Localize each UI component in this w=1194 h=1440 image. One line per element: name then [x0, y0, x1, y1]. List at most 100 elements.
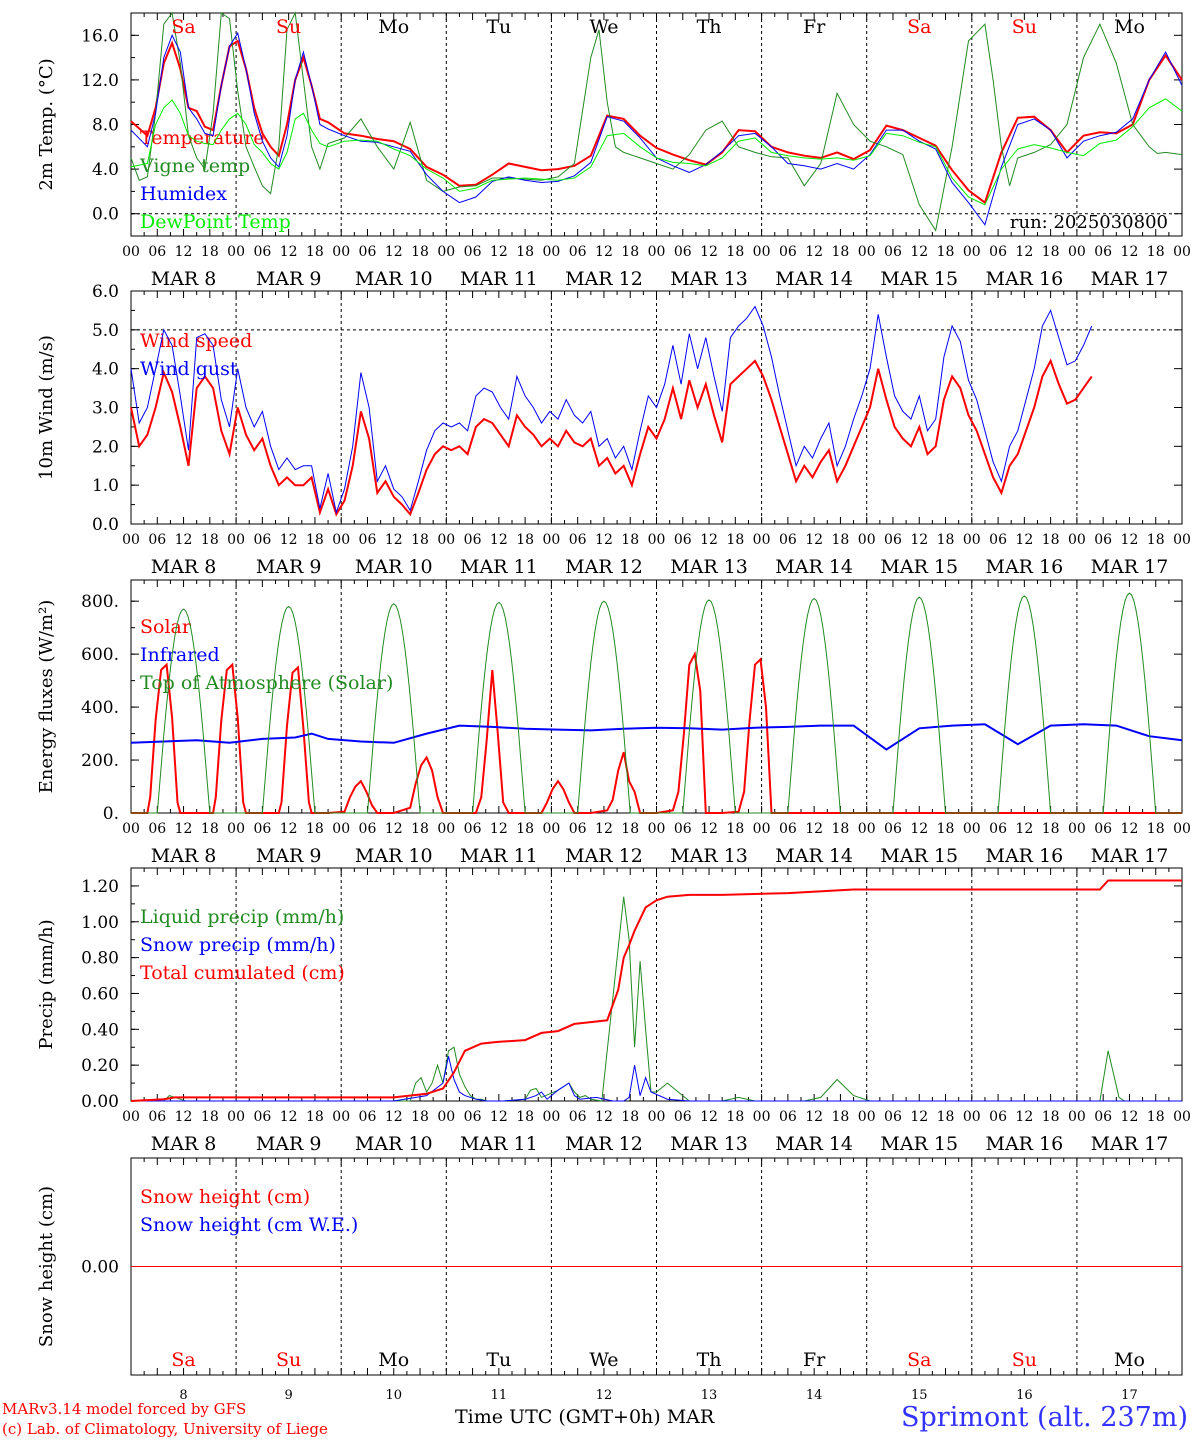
hour-tick-label: 00 [753, 532, 771, 548]
hour-tick-label: 00 [648, 821, 666, 837]
hour-tick-label: 06 [464, 1109, 482, 1125]
series-line [130, 879, 1182, 1102]
hour-tick-label: 18 [621, 1109, 639, 1125]
hour-tick-label: 18 [621, 821, 639, 837]
day-number: 14 [806, 1388, 823, 1403]
date-label: MAR 13 [670, 268, 748, 290]
y-tick-label: 0.20 [81, 1056, 119, 1076]
time-axis-label: Time UTC (GMT+0h) MAR [455, 1406, 715, 1428]
hour-tick-label: 00 [332, 244, 350, 260]
hour-tick-label: 12 [1015, 244, 1033, 260]
hour-tick-label: 18 [1147, 1109, 1165, 1125]
weekday-label-bottom: Fr [803, 1349, 826, 1371]
legend-entry: Total cumulated (cm) [140, 962, 345, 984]
hour-tick-label: 06 [779, 244, 797, 260]
y-axis-label: 10m Wind (m/s) [36, 335, 57, 480]
date-label: MAR 11 [460, 845, 538, 867]
date-label: MAR 17 [1091, 845, 1169, 867]
hour-tick-label: 18 [726, 821, 744, 837]
hour-tick-label: 18 [1147, 821, 1165, 837]
hour-tick-label: 00 [753, 1109, 771, 1125]
y-tick-label: 0.40 [81, 1020, 119, 1040]
hour-tick-label: 12 [385, 244, 403, 260]
weekday-label-bottom: Th [697, 1349, 722, 1371]
y-tick-label: 0.00 [81, 1092, 119, 1112]
hour-tick-label: 12 [175, 1109, 193, 1125]
hour-tick-label: 00 [437, 244, 455, 260]
hour-tick-label: 06 [148, 821, 166, 837]
hour-tick-label: 12 [595, 821, 613, 837]
hour-tick-label: 18 [621, 244, 639, 260]
day-number: 10 [385, 1388, 402, 1403]
hour-tick-label: 06 [359, 532, 377, 548]
series-line [130, 723, 1183, 751]
date-label: MAR 12 [565, 1133, 643, 1155]
date-label: MAR 16 [985, 845, 1063, 867]
date-label: MAR 13 [670, 556, 748, 578]
legend-entry: Snow height (cm) [140, 1186, 310, 1208]
hour-tick-label: 18 [937, 244, 955, 260]
hour-tick-label: 12 [700, 821, 718, 837]
hour-tick-label: 00 [227, 532, 245, 548]
date-label: MAR 12 [565, 845, 643, 867]
date-label: MAR 8 [151, 268, 217, 290]
date-label: MAR 9 [256, 845, 322, 867]
hour-tick-label: 12 [1121, 244, 1139, 260]
hour-tick-label: 06 [674, 821, 692, 837]
date-label: MAR 9 [256, 268, 322, 290]
hour-tick-label: 06 [253, 244, 271, 260]
hour-tick-label: 18 [726, 532, 744, 548]
date-label: MAR 11 [460, 1133, 538, 1155]
legend-entry: Snow precip (mm/h) [140, 934, 336, 956]
y-tick-label: 2.0 [92, 437, 119, 457]
hour-tick-label: 18 [1042, 1109, 1060, 1125]
hour-tick-label: 12 [280, 1109, 298, 1125]
y-tick-label: 12.0 [81, 71, 119, 91]
y-tick-label: 0.80 [81, 949, 119, 969]
hour-tick-label: 18 [832, 532, 850, 548]
y-tick-label: 1.00 [81, 913, 119, 933]
weekday-label: Tu [486, 16, 511, 38]
hour-tick-label: 06 [569, 821, 587, 837]
hour-tick-label: 00 [963, 532, 981, 548]
hour-tick-label: 06 [884, 821, 902, 837]
hour-tick-label: 12 [385, 1109, 403, 1125]
y-tick-label: 8.0 [92, 116, 119, 136]
hour-tick-label: 12 [700, 1109, 718, 1125]
hour-tick-label: 00 [1173, 532, 1191, 548]
hour-tick-label: 00 [753, 244, 771, 260]
hour-tick-label: 00 [963, 244, 981, 260]
hour-tick-label: 12 [910, 244, 928, 260]
series-line [131, 592, 1182, 814]
weekday-label: Su [276, 16, 301, 38]
run-label: run: 2025030800 [1010, 212, 1168, 233]
hour-tick-label: 06 [253, 821, 271, 837]
date-label: MAR 16 [985, 556, 1063, 578]
y-tick-label: 1.20 [81, 877, 119, 897]
hour-tick-label: 06 [779, 821, 797, 837]
hour-tick-label: 00 [1173, 821, 1191, 837]
hour-tick-label: 00 [227, 244, 245, 260]
hour-tick-label: 00 [648, 244, 666, 260]
hour-tick-label: 06 [989, 821, 1007, 837]
date-label: MAR 14 [775, 845, 853, 867]
series-line [130, 305, 1093, 515]
weekday-label-bottom: Mo [1114, 1349, 1145, 1371]
hour-tick-label: 00 [1068, 244, 1086, 260]
hour-tick-label: 00 [963, 1109, 981, 1125]
hour-tick-label: 12 [175, 821, 193, 837]
date-label: MAR 17 [1091, 268, 1169, 290]
date-label: MAR 15 [880, 845, 958, 867]
day-number: 11 [491, 1388, 508, 1403]
hour-tick-label: 12 [595, 532, 613, 548]
hour-tick-label: 06 [569, 244, 587, 260]
hour-tick-label: 12 [385, 821, 403, 837]
weekday-label: Th [697, 16, 722, 38]
hour-tick-label: 00 [542, 1109, 560, 1125]
hour-tick-label: 18 [621, 532, 639, 548]
date-label: MAR 10 [355, 556, 433, 578]
series-line [130, 39, 1183, 205]
hour-tick-label: 12 [280, 244, 298, 260]
hour-tick-label: 06 [884, 1109, 902, 1125]
